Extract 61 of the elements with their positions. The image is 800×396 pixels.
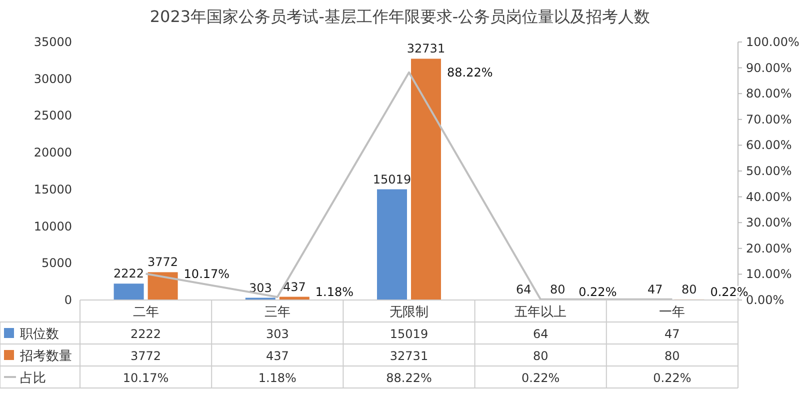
text: 80	[550, 282, 566, 296]
y2-tick-label: 100.00%	[746, 35, 800, 49]
data-label: 303	[266, 327, 289, 341]
text: 15019	[372, 172, 412, 186]
x-tick-label: 一年	[659, 305, 686, 320]
data-label: 80	[532, 349, 548, 363]
text: 303	[248, 280, 272, 295]
y-tick-label: 35000	[34, 35, 72, 49]
y2-tick-label: 30.00%	[746, 216, 792, 230]
data-label: 10.17%	[122, 371, 169, 385]
y2-tick-label: 90.00%	[746, 60, 792, 75]
x-tick-label: 三年	[264, 305, 290, 320]
text: 0.22%	[710, 285, 748, 299]
data-label: 0.22%	[522, 371, 560, 385]
y-tick-label: 25000	[34, 108, 72, 123]
data-label: 47	[664, 327, 680, 341]
text: 32731	[406, 42, 446, 56]
y-tick-label: 5000	[41, 256, 72, 270]
text: 3772	[148, 255, 178, 270]
y-tick-label: 0	[64, 293, 72, 307]
x-tick-label: 二年	[132, 305, 159, 320]
text: 88.22%	[447, 65, 493, 80]
y2-tick-label: 60.00%	[746, 138, 792, 152]
data-label: 437	[266, 349, 289, 363]
data-label: 32731	[390, 349, 428, 363]
data-label: 64	[532, 327, 548, 341]
legend-label: 招考数量	[19, 349, 72, 364]
y2-tick-label: 20.00%	[746, 241, 792, 256]
y-tick-label: 30000	[34, 72, 72, 86]
legend-label: 职位数	[20, 327, 59, 342]
legend-占比: 占比	[4, 371, 46, 386]
y2-tick-label: 0.00%	[746, 293, 784, 307]
data-label: 3772	[130, 349, 162, 363]
text: 10.17%	[184, 266, 230, 281]
text: 0.22%	[578, 285, 617, 299]
y2-tick-label: 40.00%	[746, 190, 792, 204]
text: 1.18%	[315, 285, 354, 299]
legend-职位数: 职位数	[4, 327, 59, 342]
y-tick-label: 10000	[34, 219, 72, 234]
y2-tick-label: 80.00%	[746, 86, 792, 101]
y2-tick-label: 70.00%	[746, 112, 792, 126]
x-tick-label: 五年以上	[514, 305, 567, 320]
data-label: 0.22%	[653, 371, 692, 385]
y-tick-label: 15000	[34, 182, 72, 196]
text: 64	[516, 282, 532, 297]
data-label: 88.22%	[386, 371, 432, 385]
x-tick-label: 无限制	[390, 305, 428, 320]
y2-tick-label: 10.00%	[746, 267, 792, 282]
legend-label: 占比	[20, 371, 46, 386]
chart-title: 2023年国家公务员考试-基层工作年限要求-公务员岗位量以及招考人数	[150, 7, 650, 26]
text: 2222	[114, 266, 144, 281]
data-label: 80	[664, 349, 680, 363]
y2-tick-label: 50.00%	[746, 164, 792, 178]
legend-招考数量: 招考数量	[4, 349, 72, 364]
y-tick-label: 20000	[34, 146, 72, 160]
text: 80	[682, 282, 697, 296]
data-label: 1.18%	[258, 371, 296, 385]
data-label: 2222	[130, 327, 162, 341]
data-label: 15019	[390, 327, 428, 341]
text: 437	[282, 280, 306, 294]
text: 47	[648, 282, 663, 297]
